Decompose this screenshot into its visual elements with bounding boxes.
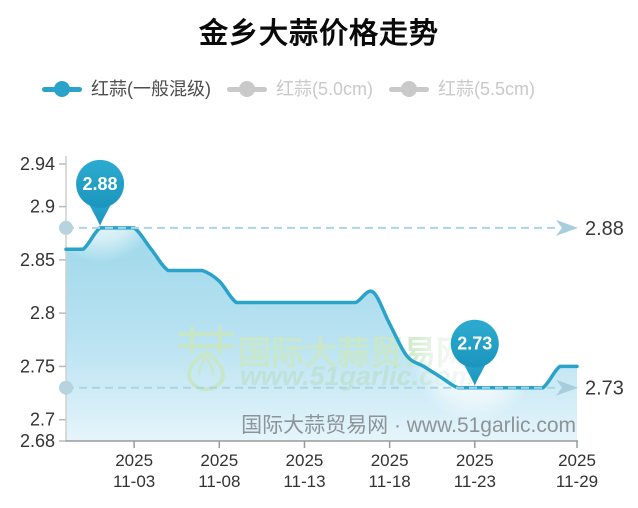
series-line[interactable] [64,226,579,390]
x-axis-label-date: 11-13 [283,472,325,491]
legend-label: 红蒜(5.5cm) [438,79,536,99]
legend-label: 红蒜(5.0cm) [276,79,374,99]
balloon-bubble [76,159,125,208]
value-balloons[interactable]: 2.88 2.73 [76,159,499,386]
guide-arrow-icon [556,379,578,396]
guide-value-label: 2.73 [585,378,624,400]
legend-line-dot-icon [227,81,267,97]
y-axis-label: 2.8 [30,303,55,323]
legend-item-red-garlic-5-0cm[interactable]: 红蒜(5.0cm) [227,79,373,99]
y-axis-label: 2.85 [20,250,55,270]
legend-label: 红蒜(一般混级) [91,79,211,99]
y-axis-label: 2.7 [30,410,55,430]
guide-value-label: 2.88 [585,218,624,240]
balloon-value: 2.88 [83,174,118,194]
x-axis-label-year: 2025 [115,451,153,470]
x-axis-label-date: 11-29 [556,472,598,491]
x-axis-label-year: 2025 [456,451,494,470]
legend-line-dot-icon [389,81,430,97]
balloon-bubble [450,319,499,368]
annotation-lines: 2.88 2.73 [59,218,624,400]
price-balloon-2.73[interactable]: 2.73 [450,319,499,386]
y-axis-label: 2.68 [20,431,55,451]
y-axis-label: 2.94 [20,154,55,174]
price-line[interactable] [64,226,579,390]
y-axis-label: 2.75 [20,356,55,376]
axes: 2.94 2.9 2.85 2.8 2.75 2.72.68 2025 11-03 2025 11… [20,154,598,491]
price-balloon-2.88[interactable]: 2.88 [76,159,125,226]
legend-item-red-garlic-5-5cm[interactable]: 红蒜(5.5cm) [389,79,535,99]
bottom-watermark: 国际大蒜贸易网 · www.51garlic.com [241,414,576,437]
x-axis-label-year: 2025 [286,451,324,470]
legend: 红蒜(一般混级) 红蒜(5.0cm) 红蒜(5.5cm) [42,79,535,99]
guide-start-dot [59,380,73,395]
guide-arrow-icon [556,219,578,236]
x-axis-label-date: 11-23 [454,472,496,491]
x-axis-label-year: 2025 [200,451,238,470]
garlic-logo-icon [178,326,234,391]
legend-item-red-garlic-mixed[interactable]: 红蒜(一般混级) [42,79,211,99]
balloon-value: 2.73 [457,334,492,354]
guide-start-dot [59,220,73,235]
x-axis-label-date: 11-18 [369,472,411,491]
legend-line-dot-icon [42,81,82,97]
x-axis-label-year: 2025 [558,451,596,470]
page-title: 金乡大蒜价格走势 [198,18,439,50]
x-axis-label-date: 11-08 [198,472,240,491]
x-axis-label-year: 2025 [371,451,409,470]
x-axis-label-date: 11-03 [113,472,155,491]
y-axis-label: 2.9 [30,197,55,217]
